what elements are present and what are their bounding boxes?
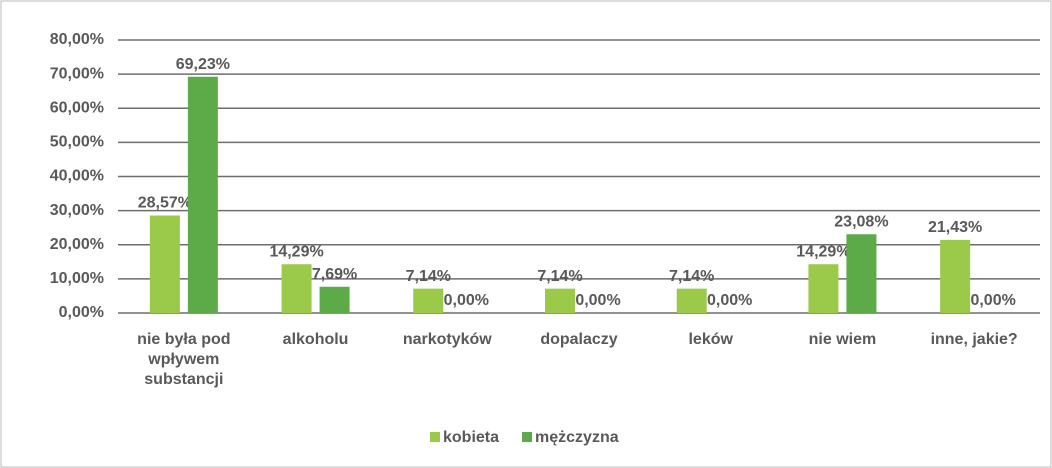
y-tick-label: 20,00% — [50, 236, 104, 253]
x-tick-label: leków — [688, 331, 733, 348]
data-label: 28,57% — [138, 195, 192, 212]
data-label: 7,14% — [406, 268, 451, 285]
data-label: 7,14% — [669, 268, 714, 285]
x-tick-label: narkotyków — [402, 331, 492, 348]
x-tick-label: nie była pod wpływem substancji — [137, 331, 231, 388]
data-label: 7,69% — [312, 266, 357, 283]
y-tick-label: 50,00% — [50, 134, 104, 151]
legend-swatch — [430, 432, 440, 442]
data-label: 14,29% — [796, 243, 850, 260]
bar — [187, 76, 218, 313]
data-label: 0,00% — [707, 292, 752, 309]
y-tick-label: 10,00% — [50, 270, 104, 287]
bar — [281, 264, 312, 313]
data-label: 0,00% — [970, 292, 1015, 309]
bar — [149, 215, 180, 313]
data-label: 7,14% — [537, 268, 582, 285]
x-tick-label: nie wiem — [808, 331, 877, 348]
data-label: 0,00% — [444, 292, 489, 309]
bar — [676, 288, 707, 313]
legend-label: mężczyzna — [535, 429, 619, 446]
data-label: 0,00% — [575, 292, 620, 309]
y-tick-label: 60,00% — [50, 99, 104, 116]
y-tick-label: 80,00% — [50, 31, 104, 48]
bar — [808, 264, 839, 313]
y-tick-label: 30,00% — [50, 202, 104, 219]
bar — [413, 288, 444, 313]
legend-swatch — [522, 432, 533, 442]
bar — [545, 288, 575, 313]
bar — [319, 286, 350, 313]
legend-label: kobieta — [443, 429, 499, 446]
x-tick-label: alkoholu — [282, 331, 349, 348]
x-tick-label: inne, jakie? — [930, 331, 1018, 348]
bar — [846, 234, 877, 313]
y-tick-label: 40,00% — [50, 168, 104, 185]
data-label: 21,43% — [928, 219, 982, 236]
bar — [940, 239, 971, 313]
data-label: 23,08% — [834, 213, 888, 230]
y-tick-label: 70,00% — [50, 65, 104, 82]
data-label: 69,23% — [176, 56, 230, 73]
y-tick-label: 0,00% — [59, 304, 104, 321]
x-tick-label: dopalaczy — [540, 331, 618, 348]
data-label: 14,29% — [269, 243, 323, 260]
